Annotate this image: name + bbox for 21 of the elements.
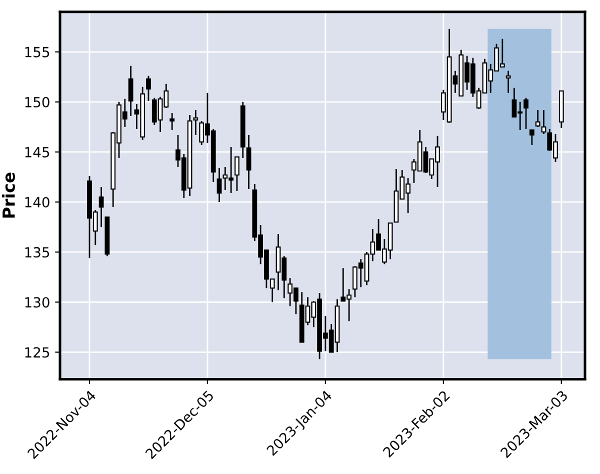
candlestick	[529, 129, 534, 146]
y-tick-label: 155	[25, 47, 50, 58]
y-axis-title: Price	[2, 172, 15, 218]
y-tick-label: 125	[25, 347, 50, 358]
y-tick-label: 145	[25, 147, 50, 158]
candlestick	[524, 97, 528, 130]
candlestick	[234, 156, 240, 192]
candlestick	[541, 109, 546, 135]
y-tick-label: 135	[25, 247, 50, 258]
candlestick	[193, 109, 198, 136]
candlestick	[506, 70, 511, 94]
candlestick	[246, 134, 252, 190]
candlestick	[98, 186, 104, 228]
candlestick	[146, 75, 151, 102]
candlestick	[128, 65, 134, 117]
candlestick	[535, 109, 540, 128]
y-tick-label: 140	[25, 197, 50, 208]
candlestick	[170, 112, 175, 131]
y-tick-label: 130	[25, 297, 50, 308]
candlestick	[216, 167, 222, 203]
y-tick-label: 150	[25, 96, 50, 108]
